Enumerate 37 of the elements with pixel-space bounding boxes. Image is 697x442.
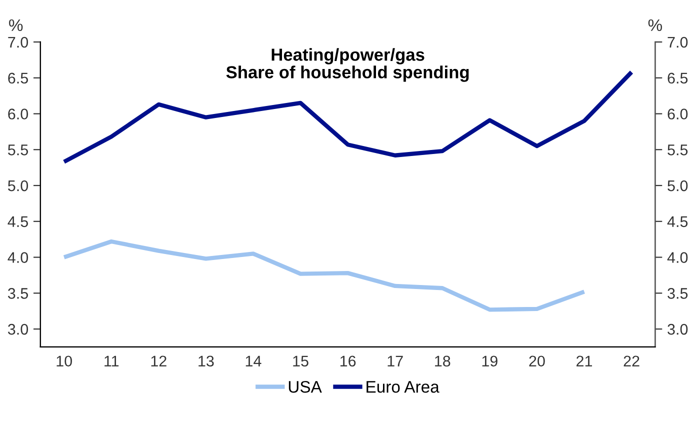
- x-tick-label: 12: [151, 356, 166, 366]
- y2-tick-label: 6.5: [668, 72, 688, 84]
- line-series: [62, 239, 586, 312]
- y-tick-label: 6.0: [8, 108, 28, 120]
- x-tick-label: 22: [624, 356, 640, 366]
- y-tick-label: 3.5: [8, 288, 28, 299]
- y2-tick-label: 5.5: [668, 144, 688, 156]
- y-tick-label: 5.5: [8, 144, 28, 156]
- y2-tick-label: 4.5: [667, 216, 688, 228]
- y-tick-label: 4.0: [8, 252, 28, 263]
- x-tick-label: 19: [482, 356, 498, 367]
- x-tick-label: 14: [246, 356, 262, 366]
- legend-label: Euro Area: [366, 381, 440, 393]
- y2-tick-label: 3.0: [668, 324, 688, 335]
- y2-tick-label: 5.0: [668, 180, 688, 192]
- x-tick-label: 17: [388, 356, 403, 366]
- legend-label: USA: [288, 380, 322, 393]
- x-tick-label: 11: [104, 356, 119, 366]
- x-tick-label: 21: [576, 356, 592, 366]
- y2-tick-label: 7.0: [668, 36, 688, 48]
- y-axis-title: %: [9, 19, 23, 32]
- x-tick-label: 13: [198, 356, 214, 367]
- y2-tick-label: 3.5: [668, 288, 688, 299]
- y-tick-label: 5.0: [8, 180, 28, 192]
- y2-tick-label: 6.0: [668, 108, 688, 120]
- y-tick-label: 7.0: [8, 36, 28, 48]
- y2-axis-title: %: [648, 19, 662, 32]
- x-tick-label: 15: [293, 356, 308, 367]
- y-tick-label: 3.0: [8, 324, 28, 335]
- text: Heating/power/gas Share of household spending: [226, 48, 469, 82]
- y2-tick-label: 4.0: [667, 252, 688, 263]
- y-tick-label: 6.5: [8, 72, 28, 84]
- x-tick-label: 16: [340, 356, 356, 367]
- x-tick-label: 20: [529, 356, 545, 367]
- y-tick-label: 4.5: [8, 216, 28, 228]
- x-tick-label: 10: [56, 356, 72, 367]
- x-tick-label: 18: [435, 356, 450, 367]
